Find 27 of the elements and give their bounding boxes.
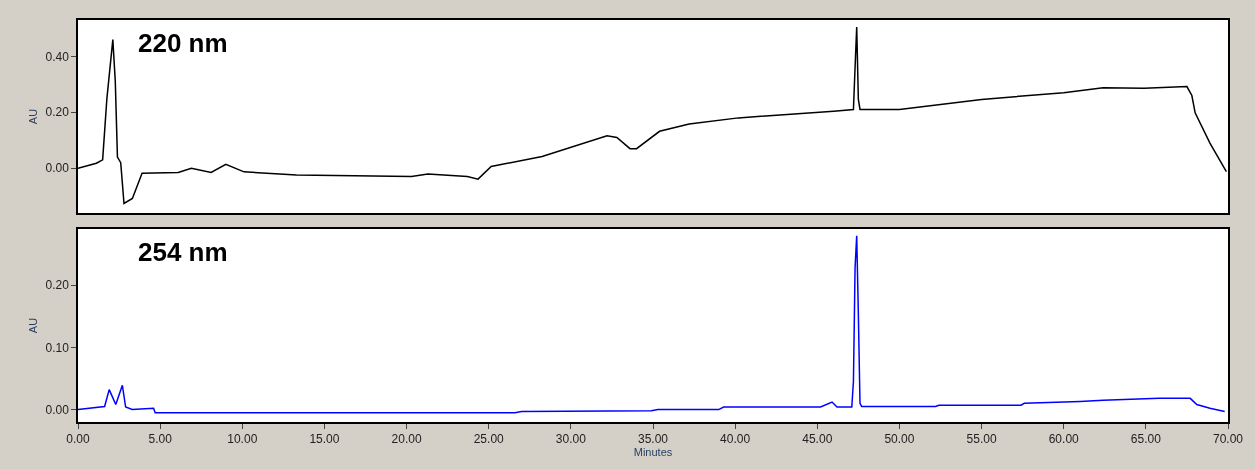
y-tick-label: 0.20 bbox=[45, 278, 70, 293]
y-tick-label: 0.00 bbox=[45, 161, 70, 176]
x-tick-label: 35.00 bbox=[637, 432, 669, 447]
x-tick-label: 0.00 bbox=[66, 432, 90, 447]
x-tick-label: 15.00 bbox=[309, 432, 340, 447]
x-tick-label: 60.00 bbox=[1048, 432, 1080, 447]
x-tick-label: 55.00 bbox=[966, 432, 997, 447]
x-tick-label: 45.00 bbox=[802, 432, 833, 447]
annotation: 220 nm bbox=[138, 28, 228, 58]
y-tick-label: 0.20 bbox=[45, 105, 70, 120]
x-tick-label: 50.00 bbox=[884, 432, 915, 447]
y-tick-label: 0.40 bbox=[45, 49, 70, 64]
x-tick-label: 65.00 bbox=[1130, 432, 1162, 447]
x-tick-label: 40.00 bbox=[720, 432, 751, 447]
x-axis-title: Minutes bbox=[633, 446, 673, 459]
x-tick-label: 30.00 bbox=[555, 432, 587, 447]
line-series bbox=[78, 235, 1226, 414]
y-axis-title: AU bbox=[26, 317, 39, 334]
y-tick-label: 0.00 bbox=[45, 402, 70, 417]
x-tick-label: 25.00 bbox=[473, 432, 505, 447]
annotation: 254 nm bbox=[138, 237, 228, 267]
x-tick-label: 10.00 bbox=[227, 432, 258, 447]
x-tick-label: 70.00 bbox=[1212, 432, 1244, 447]
x-tick-label: 20.00 bbox=[391, 432, 422, 447]
x-tick-label: 5.00 bbox=[148, 432, 173, 447]
y-tick-label: 0.10 bbox=[45, 340, 70, 355]
y-axis-title: AU bbox=[26, 108, 39, 125]
